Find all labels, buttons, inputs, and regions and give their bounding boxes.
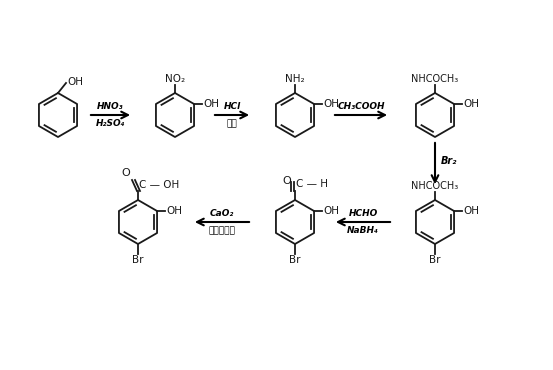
Text: NHCOCH₃: NHCOCH₃	[411, 74, 458, 84]
Text: Br: Br	[289, 255, 301, 265]
Text: HCHO: HCHO	[348, 209, 378, 218]
Text: HNO₃: HNO₃	[97, 102, 124, 111]
Text: O: O	[283, 176, 291, 186]
Text: OH: OH	[323, 99, 339, 109]
Text: Br: Br	[132, 255, 144, 265]
Text: HCl: HCl	[223, 102, 241, 111]
Text: OH: OH	[323, 206, 339, 216]
Text: NHCOCH₃: NHCOCH₃	[411, 181, 458, 191]
Text: CaO₂: CaO₂	[210, 209, 234, 218]
Text: C — OH: C — OH	[139, 180, 179, 190]
Text: NO₂: NO₂	[165, 74, 185, 84]
Text: NH₂: NH₂	[285, 74, 305, 84]
Text: NaBH₄: NaBH₄	[347, 226, 379, 235]
Text: C — H: C — H	[296, 179, 328, 189]
Text: Br: Br	[429, 255, 441, 265]
Text: OH: OH	[463, 99, 479, 109]
Text: H₂SO₄: H₂SO₄	[96, 119, 126, 128]
Text: CH₃COOH: CH₃COOH	[337, 102, 385, 111]
Text: 四氪化三鐵: 四氪化三鐵	[208, 226, 236, 235]
Text: OH: OH	[203, 99, 219, 109]
Text: OH: OH	[166, 206, 182, 216]
Text: OH: OH	[67, 77, 83, 87]
Text: Br₂: Br₂	[441, 155, 457, 165]
Text: O: O	[122, 168, 131, 178]
Text: 锶粉: 锶粉	[227, 119, 237, 128]
Text: OH: OH	[463, 206, 479, 216]
